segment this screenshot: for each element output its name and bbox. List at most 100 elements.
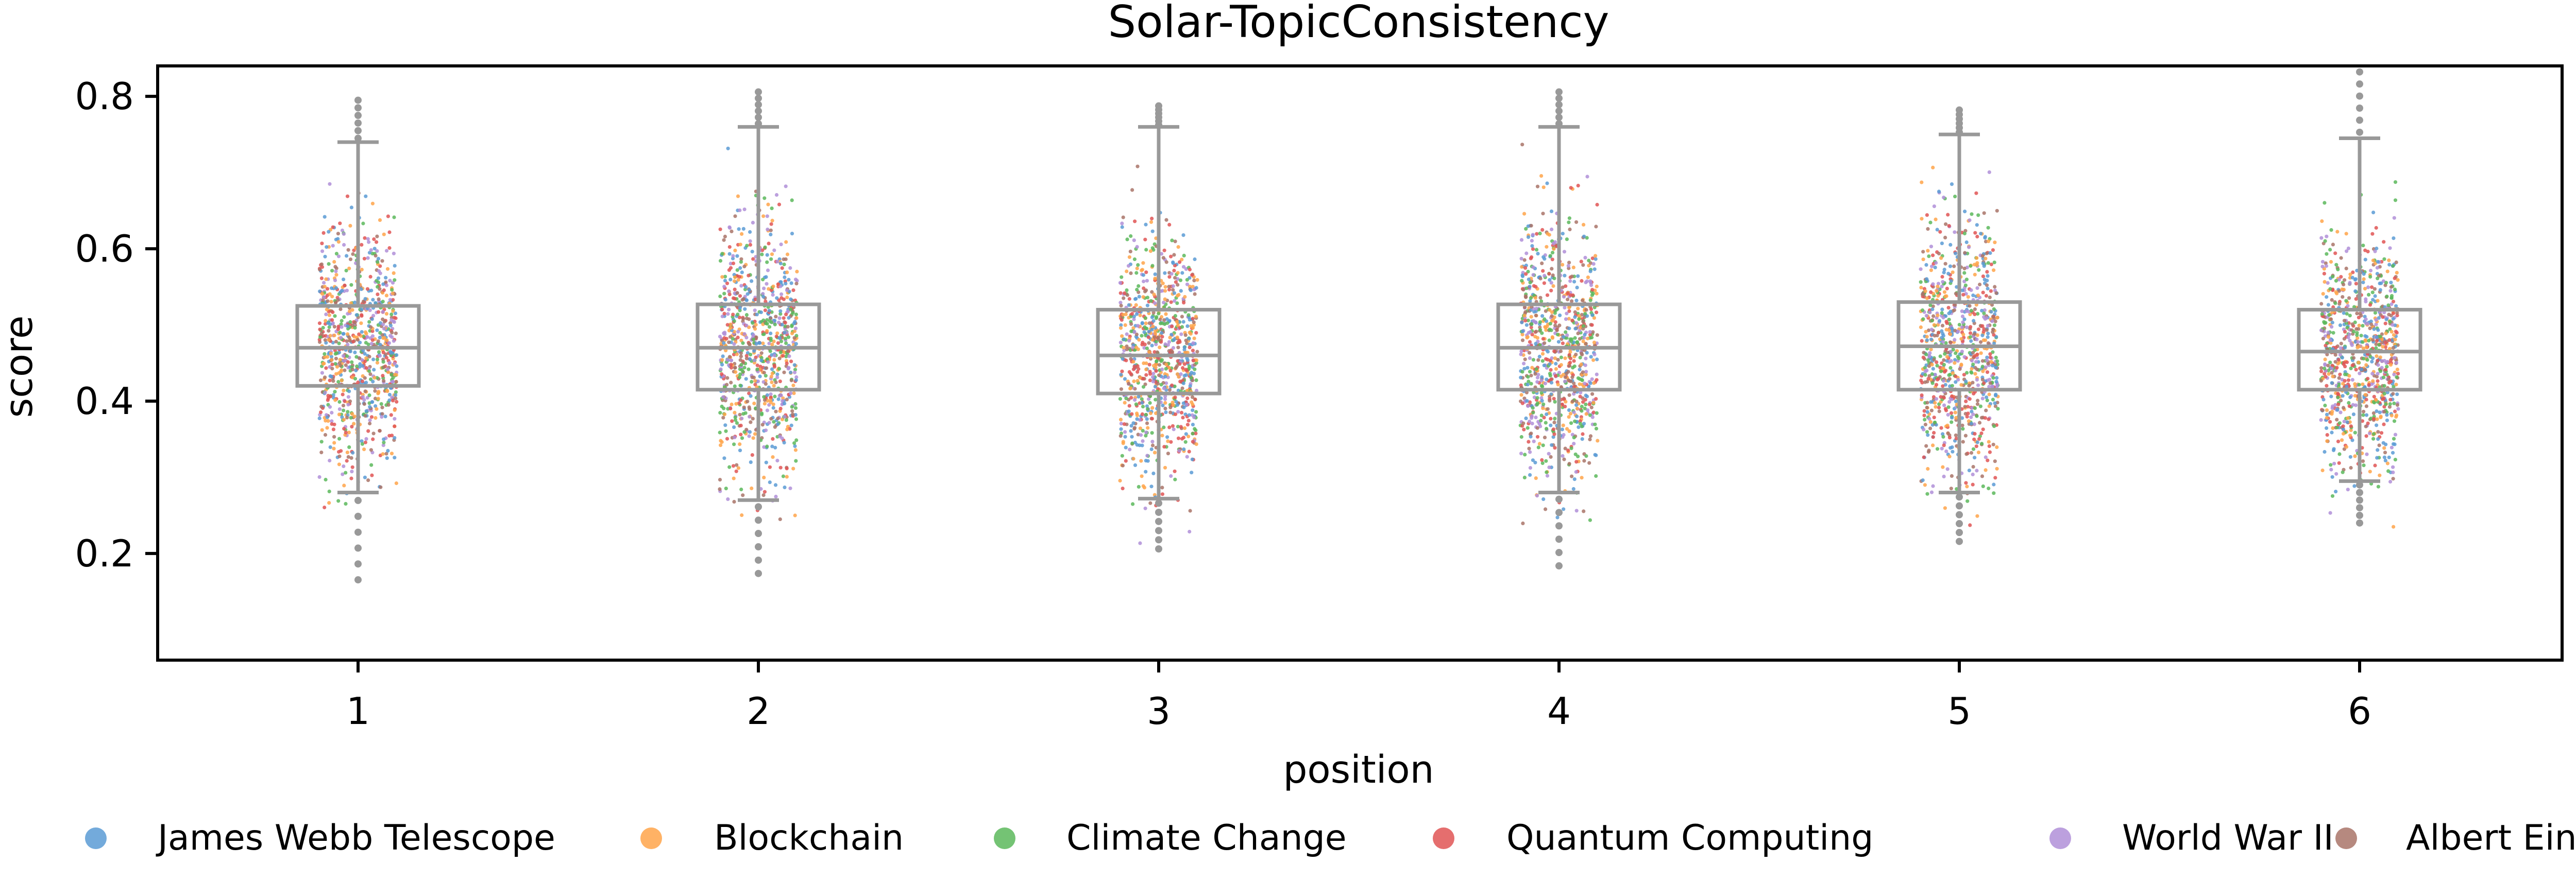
strip-point: [1975, 234, 1979, 239]
strip-point: [363, 414, 367, 418]
strip-point: [1553, 356, 1557, 360]
strip-point: [1175, 364, 1179, 368]
strip-point: [1194, 442, 1198, 446]
strip-point: [1963, 434, 1968, 438]
strip-point: [1180, 386, 1184, 390]
strip-point: [2355, 336, 2360, 340]
strip-point: [1136, 364, 1140, 368]
strip-point: [1988, 295, 1992, 300]
strip-point: [1185, 324, 1190, 329]
strip-point: [1580, 409, 1584, 413]
strip-point: [750, 453, 754, 457]
strip-point: [1178, 379, 1182, 384]
strip-point: [1935, 289, 1939, 293]
strip-point: [359, 321, 363, 325]
strip-point: [1580, 476, 1584, 480]
strip-point: [784, 282, 788, 286]
strip-point: [1972, 437, 1976, 441]
strip-point: [724, 487, 728, 491]
strip-point: [1136, 370, 1140, 374]
strip-point: [2348, 338, 2352, 343]
strip-point: [1176, 436, 1181, 440]
strip-point: [747, 367, 751, 371]
strip-point: [1157, 312, 1161, 316]
strip-point: [1582, 222, 1586, 227]
strip-point: [1146, 407, 1150, 411]
strip-point: [736, 466, 740, 470]
strip-point: [320, 241, 324, 246]
strip-point: [1556, 383, 1560, 387]
strip-point: [768, 480, 772, 485]
strip-point: [329, 374, 334, 378]
strip-point: [1552, 432, 1556, 436]
strip-point: [325, 287, 330, 291]
strip-point: [1978, 282, 1982, 287]
strip-point: [1187, 450, 1191, 454]
strip-point: [1163, 271, 1167, 275]
strip-point: [739, 363, 743, 367]
strip-point: [1144, 430, 1148, 435]
strip-point: [753, 379, 757, 383]
strip-point: [782, 370, 786, 374]
strip-point: [1523, 310, 1528, 314]
strip-point: [793, 326, 798, 331]
strip-point: [1531, 458, 1535, 462]
strip-point: [1923, 373, 1927, 377]
strip-point: [1944, 327, 1948, 332]
strip-point: [2347, 404, 2351, 408]
strip-point: [1526, 318, 1530, 322]
strip-point: [1930, 372, 1934, 376]
strip-point: [1172, 291, 1176, 295]
strip-point: [323, 433, 328, 437]
strip-point: [1940, 329, 1944, 333]
strip-point: [1954, 291, 1958, 296]
strip-point: [1950, 420, 1954, 424]
strip-point: [1975, 223, 1979, 227]
strip-point: [1940, 323, 1945, 328]
strip-point: [2329, 394, 2333, 399]
strip-point: [392, 251, 396, 255]
strip-point: [358, 340, 362, 344]
strip-point: [744, 323, 749, 327]
strip-point: [1161, 300, 1166, 305]
strip-point: [332, 422, 336, 426]
strip-point: [776, 341, 780, 345]
strip-point: [764, 428, 768, 433]
strip-point: [2334, 290, 2338, 294]
strip-point: [1540, 458, 1544, 462]
strip-point: [1122, 346, 1126, 350]
strip-point: [1127, 297, 1131, 301]
strip-point: [759, 310, 763, 315]
strip-point: [1519, 375, 1523, 379]
strip-point: [2372, 287, 2377, 291]
strip-point: [375, 407, 379, 411]
strip-point: [1533, 296, 1537, 300]
strip-point: [2392, 236, 2396, 240]
strip-point: [1141, 405, 1145, 409]
strip-point: [789, 307, 793, 312]
strip-point: [1925, 430, 1929, 434]
strip-point: [2350, 438, 2354, 442]
strip-point: [1954, 416, 1958, 420]
strip-point: [353, 376, 358, 381]
strip-point: [2361, 459, 2365, 463]
strip-point: [1144, 361, 1148, 366]
strip-point: [752, 358, 756, 363]
strip-point: [1544, 421, 1548, 425]
strip-point: [1929, 327, 1934, 332]
strip-point: [1973, 312, 1977, 317]
strip-point: [719, 367, 723, 371]
strip-point: [1118, 478, 1122, 483]
strip-point: [1170, 272, 1174, 276]
strip-point: [1941, 379, 1946, 383]
strip-point: [1143, 237, 1147, 241]
strip-point: [370, 338, 375, 342]
strip-point: [1130, 412, 1134, 416]
strip-point: [1986, 274, 1990, 278]
strip-point: [1545, 426, 1549, 431]
strip-point: [1993, 393, 1998, 398]
strip-point: [1581, 400, 1585, 404]
strip-point: [2345, 249, 2349, 253]
strip-point: [1122, 296, 1126, 300]
strip-point: [1131, 421, 1136, 425]
